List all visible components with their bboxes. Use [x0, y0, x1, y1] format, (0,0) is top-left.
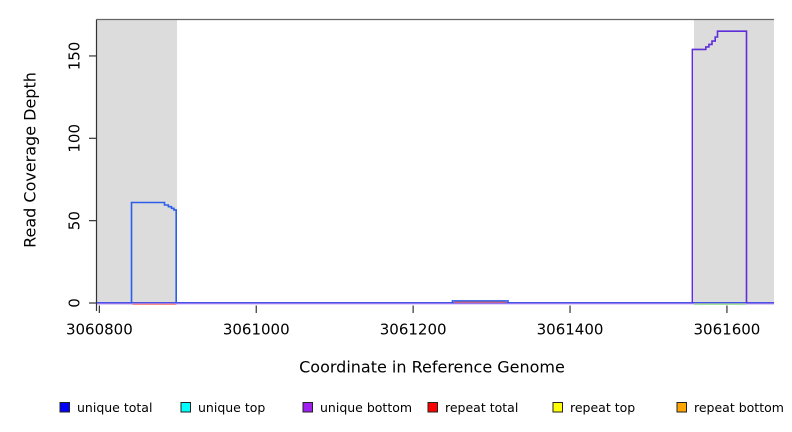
legend-swatch-repeat-top [552, 402, 563, 413]
legend-swatch-unique-total [59, 402, 70, 413]
legend-label-repeat-total: repeat total [445, 400, 518, 415]
legend-swatch-repeat-bottom [676, 402, 687, 413]
legend-label-unique-total: unique total [77, 400, 152, 415]
series-unique-total-left-peak [130, 201, 177, 303]
legend-swatch-unique-top [180, 402, 191, 413]
x-tick-label: 3061400 [537, 321, 604, 339]
x-tick-label: 3060800 [66, 321, 133, 339]
x-tick-label: 3061600 [694, 321, 761, 339]
y-tick-label: 150 [66, 42, 84, 71]
x-tick-label: 3061200 [380, 321, 447, 339]
right-gray-band [693, 19, 774, 305]
legend-swatch-repeat-total [427, 402, 438, 413]
x-tick-label: 3061000 [223, 321, 290, 339]
y-tick-label: 0 [66, 298, 84, 308]
y-axis-title: Read Coverage Depth [20, 72, 40, 248]
legend-label-repeat-top: repeat top [570, 400, 635, 415]
x-axis-title: Coordinate in Reference Genome [299, 357, 565, 377]
legend-label-unique-bottom: unique bottom [320, 400, 412, 415]
y-tick-label: 100 [66, 124, 84, 153]
legend-swatch-unique-bottom [302, 402, 313, 413]
y-tick-label: 50 [66, 211, 84, 230]
series-unique-total-middle-bump [451, 300, 509, 303]
left-gray-band [97, 19, 178, 305]
legend-label-unique-top: unique top [198, 400, 265, 415]
series-unique-bottom-right-peak [691, 30, 748, 303]
legend-label-repeat-bottom: repeat bottom [694, 400, 784, 415]
